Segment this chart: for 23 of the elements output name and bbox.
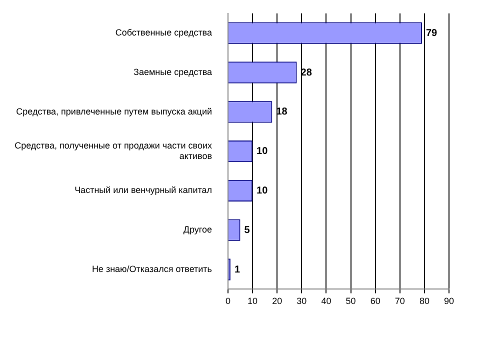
y-tick-label: Заемные средства (134, 66, 212, 77)
data-label: 5 (244, 224, 250, 236)
x-tick-label: 20 (272, 296, 282, 306)
x-tick-label: 0 (225, 296, 231, 306)
x-tick-label: 40 (321, 296, 332, 306)
y-tick-label: Собственные средства (115, 28, 212, 38)
y-tick-label: Частный или венчурный капитал (74, 185, 212, 196)
x-tick-label: 90 (444, 296, 454, 306)
data-label: 79 (426, 28, 438, 39)
y-tick-label: Не знаю/Отказался ответить (92, 264, 212, 274)
data-label: 10 (256, 146, 268, 158)
data-label: 10 (256, 185, 268, 196)
x-tick-label: 50 (346, 296, 356, 306)
data-label: 1 (234, 264, 240, 276)
y-tick-label: Средства, полученные от продажи части своих активов (14, 140, 212, 162)
x-tick-label: 10 (248, 296, 258, 306)
x-tick-label: 80 (419, 296, 430, 306)
y-tick-label: Другое (183, 224, 212, 235)
y-tick-label: Средства, привлеченные путем выпуска акций (16, 106, 212, 116)
x-tick-label: 60 (370, 296, 380, 306)
x-tick-label: 30 (296, 296, 307, 306)
x-tick-label: 70 (394, 296, 405, 306)
data-label: 18 (276, 106, 288, 118)
